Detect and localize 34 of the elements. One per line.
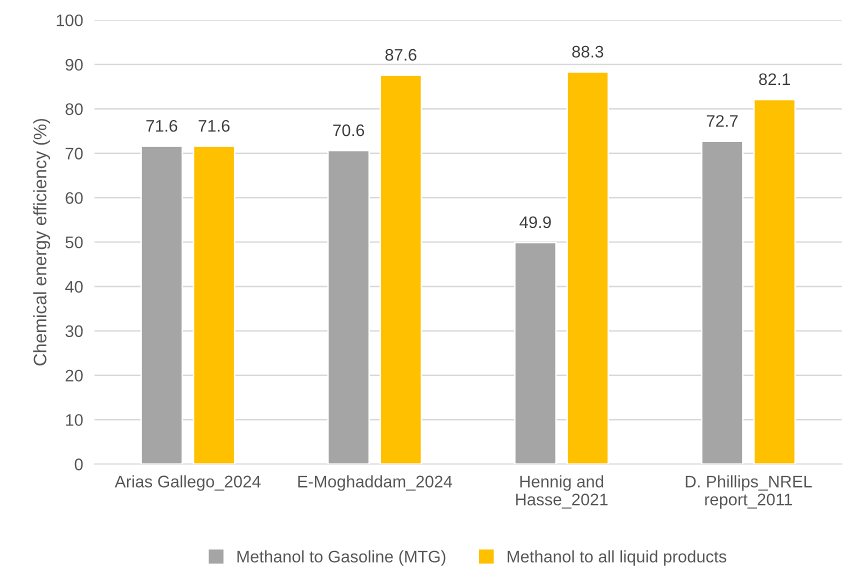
bar [566, 71, 609, 464]
data-label: 71.6 [146, 120, 178, 132]
x-tick-label: Hennig and Hasse_2021 [516, 475, 608, 509]
data-label: 72.7 [706, 115, 738, 127]
bar [380, 74, 422, 464]
x-tick-label: Arias Gallego_2024 [114, 475, 261, 491]
legend-label: Methanol to Gasoline (MTG) [237, 550, 446, 566]
y-tick-label: 60 [66, 192, 83, 204]
y-tick-label: 50 [66, 236, 83, 248]
y-tick-label: 20 [66, 370, 83, 382]
bar [514, 242, 557, 464]
y-tick-label: 40 [65, 280, 83, 293]
y-tick-label: 70 [66, 148, 83, 160]
data-label: 82.1 [759, 73, 790, 86]
y-axis-title: Chemical energy efficiency (%) [33, 118, 50, 366]
bar [753, 98, 796, 464]
bar [701, 140, 744, 464]
y-tick-label: 30 [65, 325, 83, 338]
data-label: 87.6 [385, 48, 416, 61]
bar [327, 150, 370, 464]
y-tick-label: 90 [66, 58, 83, 71]
x-tick-label: E-Moghaddam_2024 [298, 475, 452, 491]
bar [192, 145, 236, 464]
y-tick-label: 10 [66, 414, 83, 426]
y-tick-label: 100 [56, 14, 83, 26]
y-tick-label: 0 [74, 458, 83, 470]
data-label: 70.6 [333, 124, 364, 136]
data-label: 88.3 [572, 46, 604, 58]
bar [140, 145, 183, 464]
data-label: 71.6 [198, 120, 230, 132]
legend-label: Methanol to all liquid products [508, 550, 726, 566]
x-tick-label: D. Phillips_NREL report_2011 [686, 475, 812, 509]
data-label: 49.9 [520, 216, 551, 228]
y-tick-label: 80 [66, 103, 83, 116]
